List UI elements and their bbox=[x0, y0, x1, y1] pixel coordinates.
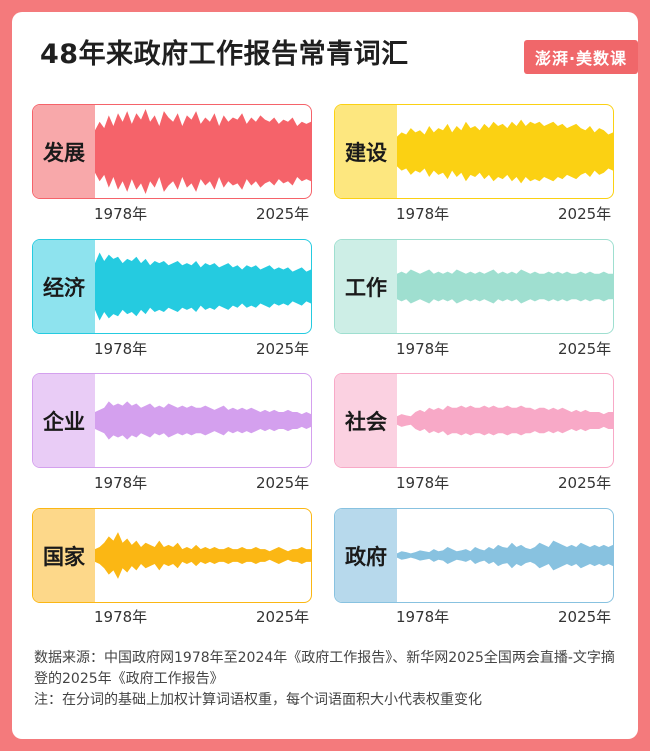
stream-chart bbox=[95, 109, 311, 194]
stream-chart bbox=[397, 405, 613, 436]
stream-chart bbox=[397, 269, 613, 304]
word-label: 社会 bbox=[335, 374, 397, 467]
panel-shehui: 社会 bbox=[334, 373, 614, 468]
stream-area bbox=[95, 109, 311, 194]
year-start: 1978年 bbox=[94, 608, 148, 626]
stream-area bbox=[397, 269, 613, 304]
year-start: 1978年 bbox=[396, 205, 450, 223]
panel-fazhan: 发展 bbox=[32, 104, 312, 199]
panel-jianshe: 建设 bbox=[334, 104, 614, 199]
stream-area bbox=[397, 540, 613, 571]
word-label: 经济 bbox=[33, 240, 95, 333]
panel-zhengfu: 政府 bbox=[334, 508, 614, 603]
year-start: 1978年 bbox=[396, 340, 450, 358]
year-end: 2025年 bbox=[558, 608, 612, 626]
stream-chart bbox=[397, 119, 613, 184]
year-end: 2025年 bbox=[558, 474, 612, 492]
year-end: 2025年 bbox=[256, 474, 310, 492]
year-start: 1978年 bbox=[94, 205, 148, 223]
panel-gongzuo: 工作 bbox=[334, 239, 614, 334]
word-label: 建设 bbox=[335, 105, 397, 198]
panel-jingji: 经济 bbox=[32, 239, 312, 334]
stream-chart bbox=[95, 401, 311, 440]
data-source: 数据来源：中国政府网1978年至2024年《政府工作报告》、新华网2025全国两… bbox=[34, 650, 615, 687]
stream-area bbox=[397, 119, 613, 184]
stream-area bbox=[397, 405, 613, 436]
infographic-card: 48年来政府工作报告常青词汇 澎湃·美数课 发展 1978年 2025年 经济 … bbox=[12, 12, 638, 739]
year-end: 2025年 bbox=[256, 205, 310, 223]
word-label: 企业 bbox=[33, 374, 95, 467]
footer-notes: 数据来源：中国政府网1978年至2024年《政府工作报告》、新华网2025全国两… bbox=[34, 648, 620, 711]
stream-chart bbox=[397, 540, 613, 571]
year-start: 1978年 bbox=[94, 340, 148, 358]
page-title: 48年来政府工作报告常青词汇 bbox=[40, 39, 409, 70]
word-label: 政府 bbox=[335, 509, 397, 602]
year-start: 1978年 bbox=[94, 474, 148, 492]
year-end: 2025年 bbox=[558, 340, 612, 358]
stream-chart bbox=[95, 252, 311, 321]
year-end: 2025年 bbox=[256, 608, 310, 626]
word-label: 发展 bbox=[33, 105, 95, 198]
word-label: 国家 bbox=[33, 509, 95, 602]
panel-qiye: 企业 bbox=[32, 373, 312, 468]
year-end: 2025年 bbox=[256, 340, 310, 358]
year-start: 1978年 bbox=[396, 608, 450, 626]
stream-area bbox=[95, 532, 311, 579]
stream-area bbox=[95, 252, 311, 321]
year-end: 2025年 bbox=[558, 205, 612, 223]
brand-logo: 澎湃·美数课 bbox=[524, 40, 638, 74]
stream-chart bbox=[95, 532, 311, 579]
year-start: 1978年 bbox=[396, 474, 450, 492]
panel-guojia: 国家 bbox=[32, 508, 312, 603]
word-label: 工作 bbox=[335, 240, 397, 333]
method-note: 注：在分词的基础上加权计算词语权重，每个词语面积大小代表权重变化 bbox=[34, 692, 482, 708]
stream-area bbox=[95, 401, 311, 440]
